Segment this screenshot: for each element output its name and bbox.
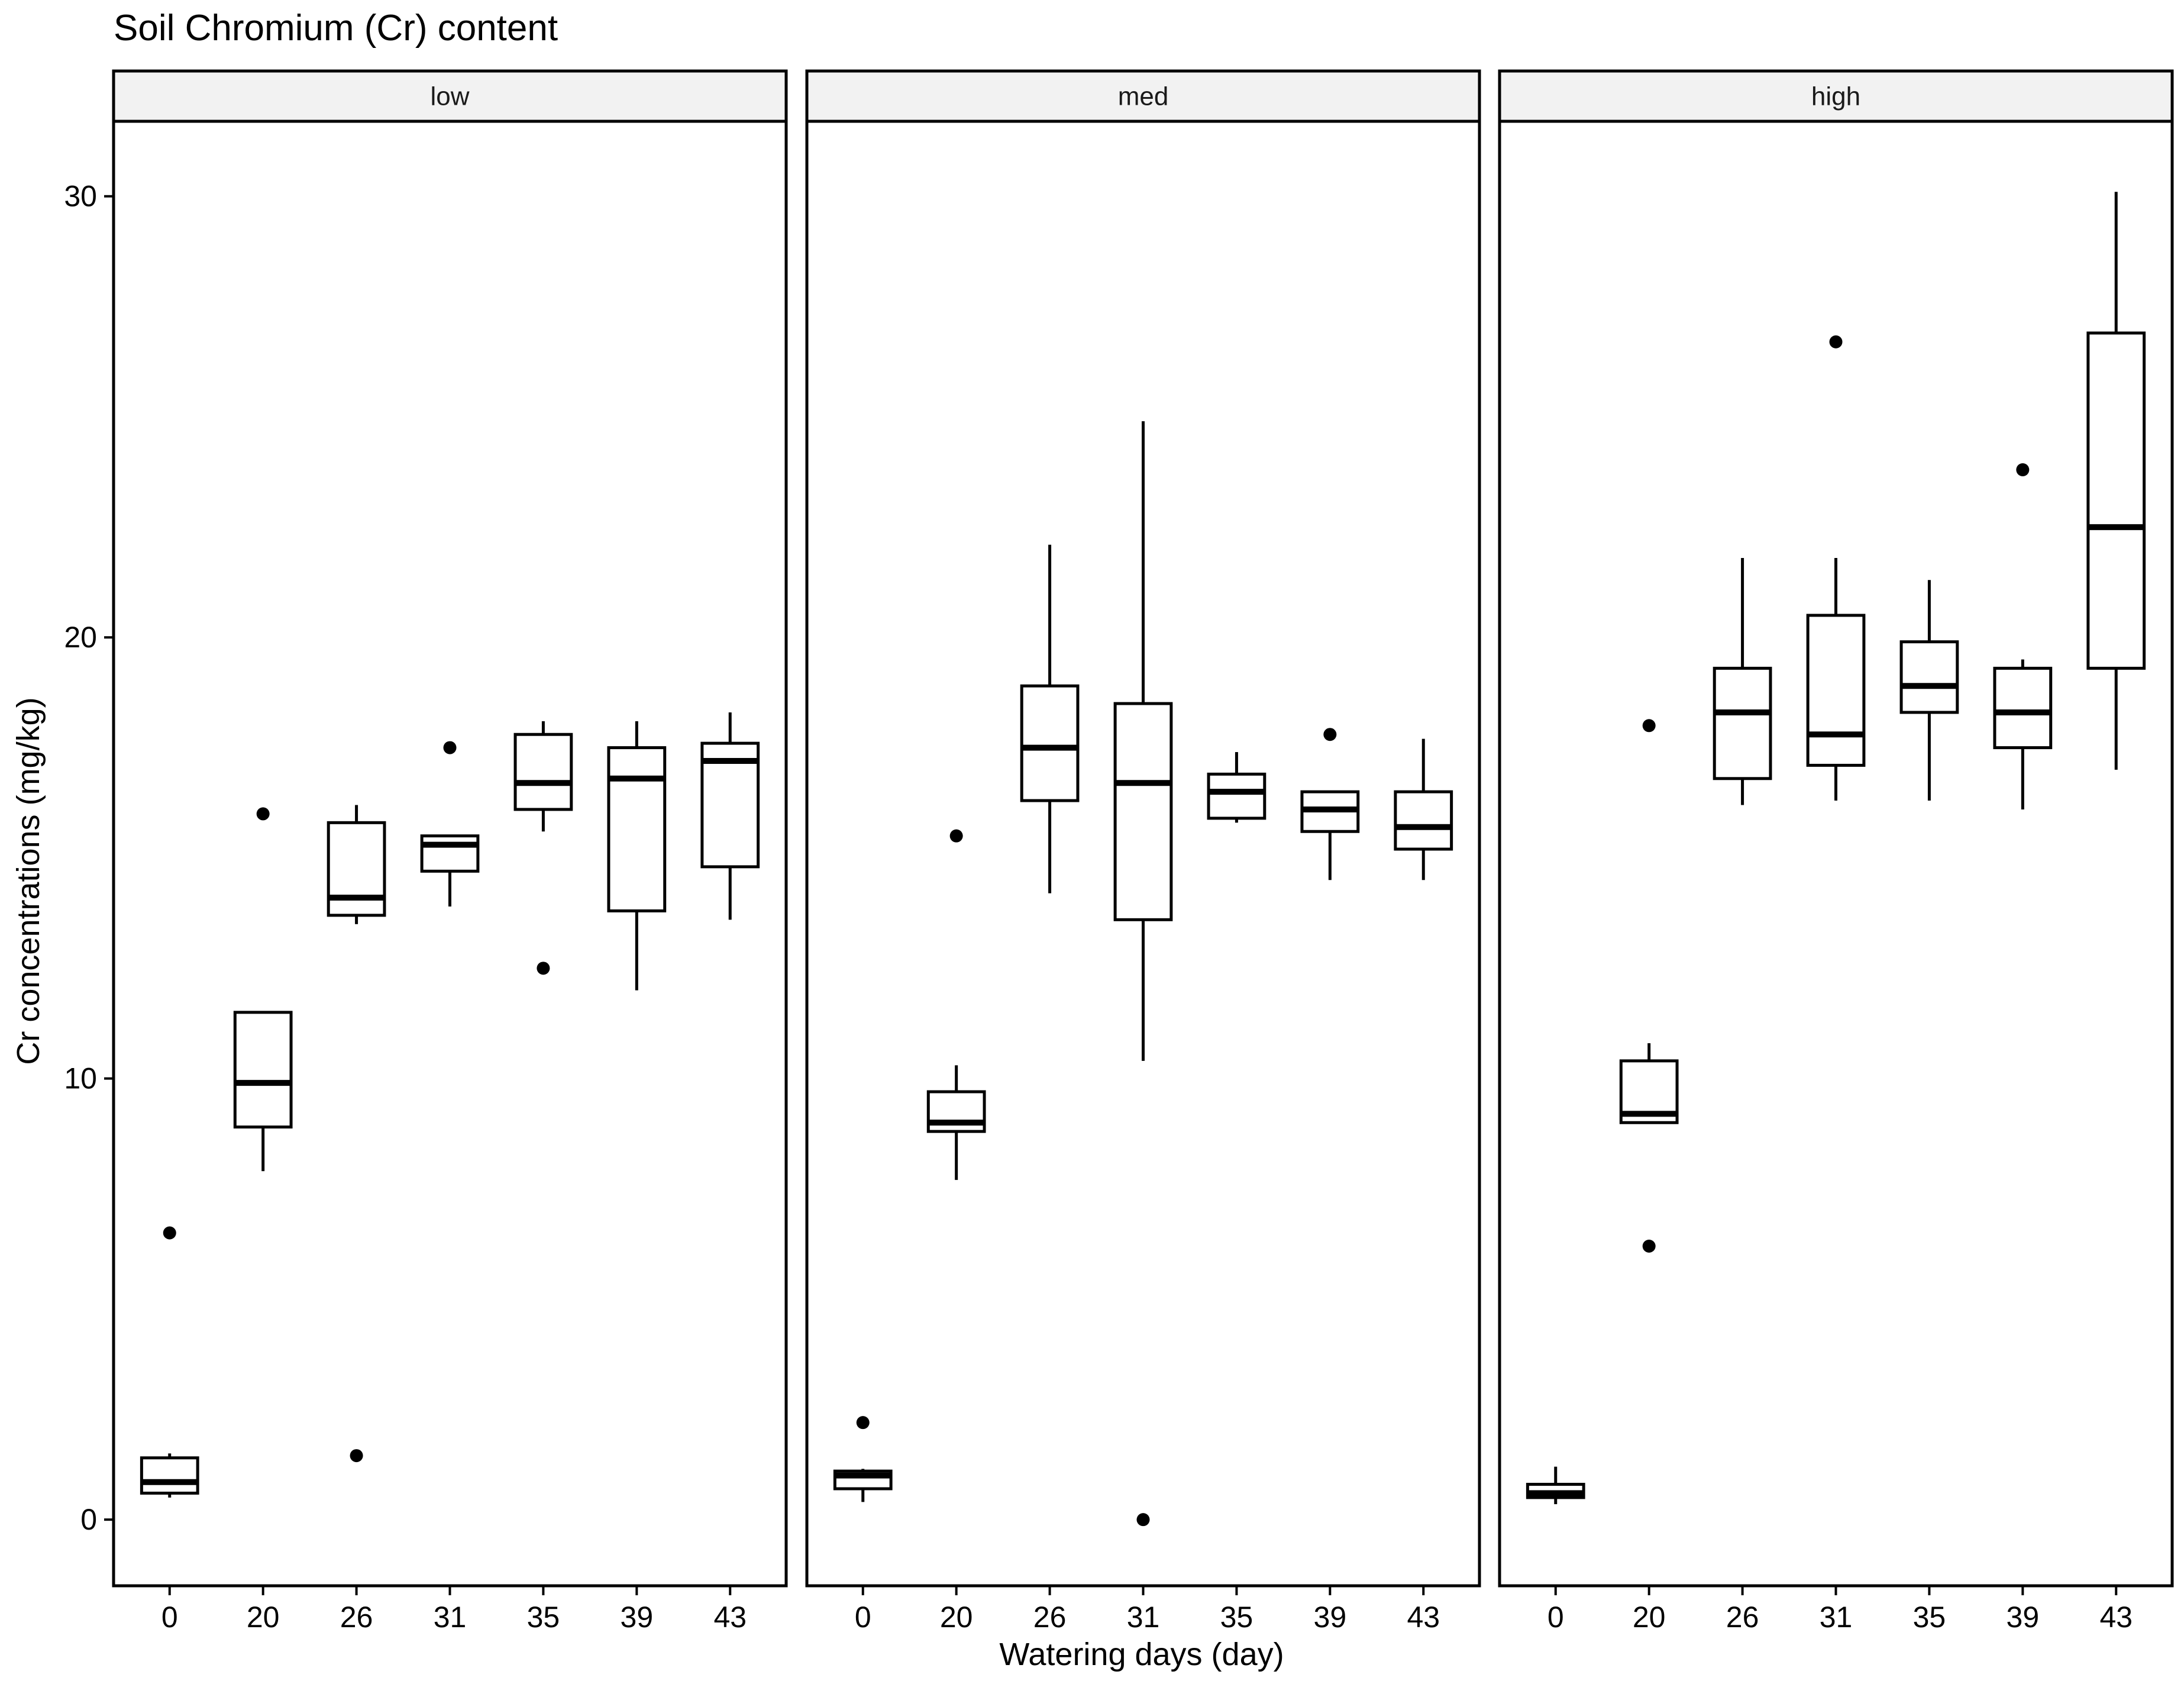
facet-strip-label: high	[1811, 82, 1860, 111]
outlier-point	[256, 807, 270, 821]
iqr-box	[1113, 702, 1173, 921]
outlier-point	[2016, 463, 2030, 476]
box-low-0	[140, 1226, 199, 1498]
iqr-box	[513, 733, 573, 811]
box-med-26	[1020, 544, 1080, 893]
facet-strip	[1498, 69, 2174, 123]
iqr-box	[140, 1456, 199, 1495]
outlier-point	[949, 829, 963, 843]
iqr-box	[1207, 772, 1267, 820]
box-med-39	[1300, 728, 1360, 880]
iqr-box	[1394, 790, 1453, 851]
iqr-box	[1020, 684, 1080, 802]
outlier-point	[1642, 719, 1656, 733]
box-high-20	[1619, 719, 1679, 1253]
x-tick-label: 26	[340, 1601, 373, 1634]
x-tick-label: 20	[247, 1601, 280, 1634]
x-tick-label: 43	[2099, 1601, 2133, 1634]
y-tick-label: 30	[64, 180, 97, 213]
box-high-31	[1806, 335, 1866, 801]
y-axis: 0 10 20 30	[64, 180, 114, 1536]
y-tick-label: 20	[64, 621, 97, 654]
panel-low: low 0 20 26 31 35 39 43	[112, 69, 788, 1634]
outlier-point	[1136, 1513, 1150, 1527]
box-high-39	[1993, 463, 2053, 809]
iqr-box	[1899, 640, 1959, 714]
outlier-point	[1642, 1239, 1656, 1253]
x-tick-label: 39	[2007, 1601, 2040, 1634]
box-med-35	[1207, 752, 1267, 823]
box-high-26	[1713, 558, 1772, 805]
box-low-31	[420, 741, 480, 906]
facet-strip	[112, 69, 788, 123]
x-tick-label: 0	[1547, 1601, 1564, 1634]
y-axis-title: Cr concentrations (mg/kg)	[11, 697, 46, 1064]
box-med-0	[833, 1416, 893, 1502]
outlier-point	[1829, 335, 1843, 349]
iqr-box	[1806, 614, 1866, 767]
panel-high: high 0 20 26 31 35 39 43	[1498, 69, 2174, 1634]
x-tick-label: 43	[1407, 1601, 1440, 1634]
x-tick-label: 39	[621, 1601, 654, 1634]
y-tick-label: 0	[80, 1503, 97, 1536]
outlier-point	[1323, 728, 1337, 741]
x-tick-label: 20	[940, 1601, 973, 1634]
box-med-43	[1394, 738, 1453, 880]
x-tick-label: 43	[713, 1601, 747, 1634]
x-tick-label: 35	[527, 1601, 560, 1634]
box-med-31	[1113, 421, 1173, 1527]
box-high-35	[1899, 580, 1959, 801]
x-tick-label: 31	[1127, 1601, 1160, 1634]
facet-strip-label: med	[1118, 82, 1169, 111]
y-tick-label: 10	[64, 1062, 97, 1095]
facet-strip-label: low	[430, 82, 469, 111]
iqr-box	[233, 1011, 293, 1129]
panel-med: med 0 20 26 31 35 39 43	[805, 69, 1481, 1634]
x-tick-label: 39	[1314, 1601, 1347, 1634]
iqr-box	[607, 746, 667, 912]
box-low-26	[327, 805, 386, 1463]
iqr-box	[327, 821, 386, 917]
box-med-20	[926, 829, 986, 1180]
chart-title: Soil Chromium (Cr) content	[114, 8, 558, 49]
x-tick-label: 31	[434, 1601, 467, 1634]
iqr-box	[2086, 331, 2146, 670]
x-axis-title: Watering days (day)	[999, 1637, 1284, 1672]
iqr-box	[1713, 666, 1772, 780]
box-low-39	[607, 721, 667, 991]
x-tick-label: 0	[161, 1601, 178, 1634]
box-high-43	[2086, 192, 2146, 770]
x-tick-label: 0	[855, 1601, 871, 1634]
iqr-box	[1993, 666, 2053, 750]
box-low-43	[700, 712, 760, 920]
outlier-point	[163, 1226, 176, 1240]
outlier-point	[537, 962, 550, 975]
iqr-box	[420, 834, 480, 873]
x-tick-label: 26	[1033, 1601, 1067, 1634]
outlier-point	[443, 741, 457, 754]
x-tick-label: 26	[1726, 1601, 1759, 1634]
x-tick-label: 20	[1633, 1601, 1666, 1634]
x-tick-label: 35	[1913, 1601, 1946, 1634]
outlier-point	[350, 1449, 363, 1463]
x-tick-label: 35	[1220, 1601, 1253, 1634]
box-low-20	[233, 807, 293, 1172]
outlier-point	[856, 1416, 870, 1430]
box-high-0	[1526, 1466, 1585, 1505]
facet-strip	[805, 69, 1481, 123]
facet-panels: low 0 20 26 31 35 39 43 med 0 20 26 31 35 39 43 high 0 20 2…	[112, 69, 2174, 1634]
x-tick-label: 31	[1820, 1601, 1853, 1634]
box-low-35	[513, 721, 573, 975]
